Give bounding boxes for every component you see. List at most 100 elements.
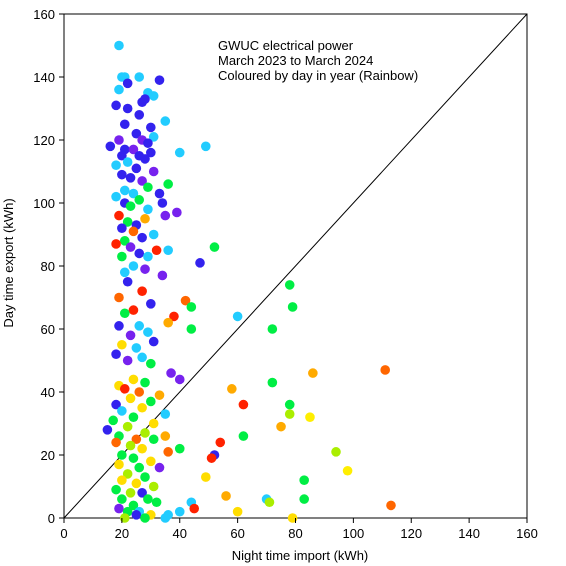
data-point: [267, 377, 278, 388]
data-point: [143, 327, 153, 337]
data-point: [117, 223, 127, 233]
data-point: [186, 302, 197, 312]
data-point: [119, 236, 130, 246]
y-tick-label: 160: [33, 7, 55, 22]
data-point: [163, 447, 173, 457]
data-point: [134, 72, 145, 82]
data-point: [160, 210, 171, 221]
x-tick-label: 80: [288, 526, 302, 541]
data-points: [102, 40, 396, 523]
data-point: [163, 179, 173, 189]
data-point: [238, 399, 249, 410]
y-tick-label: 120: [33, 133, 55, 148]
data-point: [146, 122, 156, 133]
data-point: [125, 242, 136, 252]
data-point: [157, 198, 168, 208]
data-point: [122, 421, 133, 432]
data-point: [143, 494, 153, 504]
data-point: [140, 264, 150, 274]
data-point: [128, 226, 139, 237]
data-point: [151, 245, 162, 256]
data-point: [119, 185, 130, 196]
data-point: [134, 321, 145, 331]
data-point: [119, 267, 130, 278]
data-point: [114, 84, 124, 95]
data-point: [117, 150, 127, 161]
data-point: [148, 418, 159, 429]
data-point: [128, 453, 139, 463]
data-point: [308, 368, 318, 378]
data-point: [111, 160, 121, 170]
data-point: [264, 497, 275, 508]
data-point: [166, 368, 176, 378]
data-point: [148, 91, 159, 101]
y-axis-title: Day time export (kWh): [1, 198, 16, 327]
data-point: [143, 182, 153, 193]
data-point: [131, 163, 142, 174]
data-point: [148, 229, 159, 240]
data-point: [146, 147, 156, 158]
data-point: [119, 384, 130, 394]
data-point: [172, 207, 182, 218]
data-point: [137, 402, 147, 413]
data-point: [134, 248, 145, 259]
data-point: [174, 443, 185, 454]
data-point: [117, 406, 127, 416]
data-point: [134, 387, 145, 397]
data-point: [131, 343, 142, 353]
data-point: [160, 409, 171, 419]
data-point: [137, 352, 147, 363]
data-point: [169, 311, 179, 322]
data-point: [137, 286, 147, 297]
y-tick-label: 80: [41, 259, 55, 274]
data-point: [111, 191, 121, 202]
data-point: [137, 232, 147, 243]
data-point: [146, 299, 156, 309]
data-point: [160, 431, 171, 441]
x-axis-title: Night time import (kWh): [232, 548, 369, 563]
data-point: [137, 97, 147, 107]
data-point: [131, 128, 142, 139]
data-point: [125, 393, 136, 404]
data-point: [117, 475, 127, 486]
data-point: [154, 390, 165, 400]
data-point: [140, 513, 150, 523]
y-tick-label: 20: [41, 448, 55, 463]
annotation-line-3: Coloured by day in year (Rainbow): [218, 68, 418, 83]
x-tick-label: 100: [343, 526, 365, 541]
y-tick-label: 0: [48, 511, 55, 526]
data-point: [122, 217, 133, 227]
data-point: [131, 510, 142, 520]
data-point: [195, 258, 205, 268]
y-tick-label: 100: [33, 196, 55, 211]
data-point: [114, 135, 124, 145]
data-point: [128, 261, 139, 271]
data-point: [128, 500, 139, 511]
x-tick-label: 20: [115, 526, 129, 541]
data-point: [151, 497, 162, 508]
data-point: [146, 456, 156, 467]
data-point: [119, 119, 130, 130]
data-point: [117, 251, 127, 262]
data-point: [122, 103, 133, 114]
data-point: [148, 166, 159, 177]
data-point: [331, 447, 341, 457]
data-point: [143, 204, 153, 215]
data-point: [114, 40, 124, 51]
data-point: [111, 437, 121, 448]
data-point: [114, 459, 124, 470]
data-point: [380, 365, 391, 375]
data-point: [299, 494, 309, 504]
data-point: [134, 462, 145, 473]
data-point: [128, 188, 139, 199]
data-point: [148, 132, 159, 142]
data-point: [128, 374, 139, 385]
data-point: [131, 434, 142, 445]
data-point: [200, 472, 211, 482]
data-point: [122, 157, 133, 167]
data-point: [284, 280, 295, 290]
data-point: [114, 210, 124, 221]
data-point: [140, 472, 150, 482]
data-point: [267, 324, 278, 334]
